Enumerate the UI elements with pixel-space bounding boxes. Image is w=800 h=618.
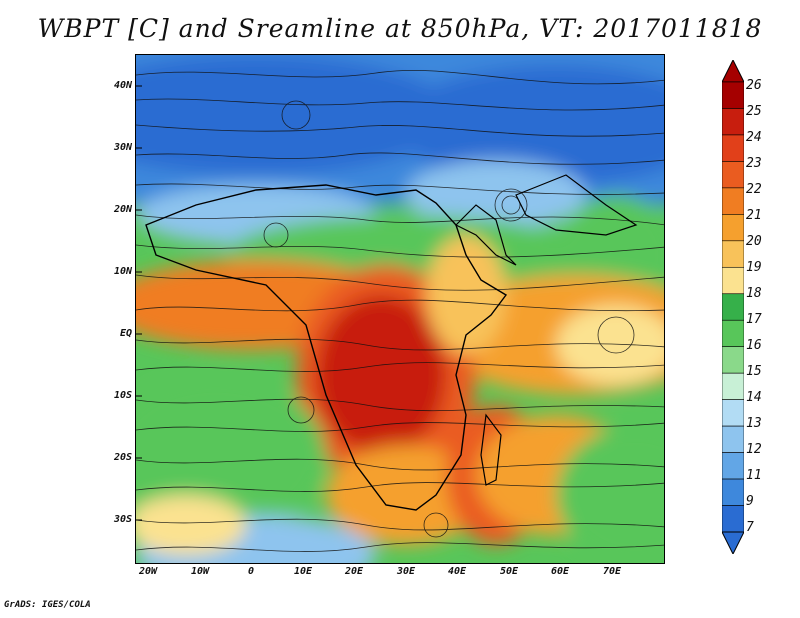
lat-label: EQ <box>119 328 132 339</box>
temperature-field <box>136 55 664 563</box>
graticule-ticks <box>136 85 142 521</box>
colorbar-label: 24 <box>746 130 762 145</box>
colorbar-label: 25 <box>746 104 762 119</box>
colorbar-label: 13 <box>746 416 762 431</box>
lat-label: 40N <box>113 80 132 91</box>
colorbar-segment <box>722 425 744 453</box>
colorbar-label: 9 <box>746 494 754 509</box>
colorbar-segment <box>722 505 744 533</box>
colorbar-label: 7 <box>746 520 754 535</box>
colorbar-segment <box>722 346 744 374</box>
map-plot-area <box>135 54 665 564</box>
colorbar-segment <box>722 161 744 189</box>
lon-label: 0 <box>247 566 255 577</box>
coastlines <box>145 174 638 511</box>
lon-label: 20W <box>138 566 158 577</box>
colorbar-segment <box>722 266 744 295</box>
lat-label: 10N <box>113 266 132 277</box>
colorbar-segment <box>722 319 744 348</box>
colorbar-label: 22 <box>746 182 762 197</box>
lon-label: 10E <box>293 566 313 577</box>
lon-label: 20E <box>344 566 364 577</box>
colorbar-max-arrow <box>722 60 744 83</box>
colorbar-label: 11 <box>746 468 762 483</box>
colorbar-segment <box>722 240 744 268</box>
colorbar-segment <box>722 187 744 215</box>
grads-credit: GrADS: IGES/COLA <box>4 600 91 610</box>
lat-label: 10S <box>113 390 132 401</box>
colorbar-segment <box>722 399 744 427</box>
lat-label: 20S <box>113 452 132 463</box>
colorbar-segment <box>722 214 744 242</box>
map-title: WBPT [C] and Sreamline at 850hPa, VT: 20… <box>37 14 763 43</box>
colorbar-label: 14 <box>746 390 762 405</box>
colorbar-segment <box>722 134 744 162</box>
lon-label: 30E <box>396 566 416 577</box>
colorbar-segment <box>722 452 744 480</box>
lon-label: 50E <box>499 566 519 577</box>
lon-label: 10W <box>190 566 210 577</box>
lat-label: 20N <box>113 204 132 215</box>
lon-label: 40E <box>447 566 467 577</box>
lat-label: 30N <box>113 142 132 153</box>
colorbar-segment <box>722 81 744 109</box>
lon-label: 60E <box>550 566 570 577</box>
colorbar-segment <box>722 293 744 321</box>
lon-label: 70E <box>602 566 622 577</box>
colorbar-label: 17 <box>746 312 762 327</box>
colorbar-label: 20 <box>746 234 762 249</box>
colorbar-segment <box>722 372 744 400</box>
colorbar-segment <box>722 478 744 506</box>
colorbar-min-arrow <box>722 531 744 554</box>
colorbar-label: 15 <box>746 364 762 379</box>
colorbar-label: 26 <box>746 78 762 93</box>
colorbar-label: 18 <box>746 286 762 301</box>
colorbar-label: 12 <box>746 442 762 457</box>
colorbar <box>722 60 744 554</box>
colorbar-label: 21 <box>746 208 762 223</box>
colorbar-label: 19 <box>746 260 762 275</box>
colorbar-segment <box>722 108 744 136</box>
streamlines <box>136 69 664 552</box>
wbpt-field-map <box>136 55 664 563</box>
colorbar-label: 16 <box>746 338 762 353</box>
lat-label: 30S <box>113 514 132 525</box>
colorbar-label: 23 <box>746 156 762 171</box>
